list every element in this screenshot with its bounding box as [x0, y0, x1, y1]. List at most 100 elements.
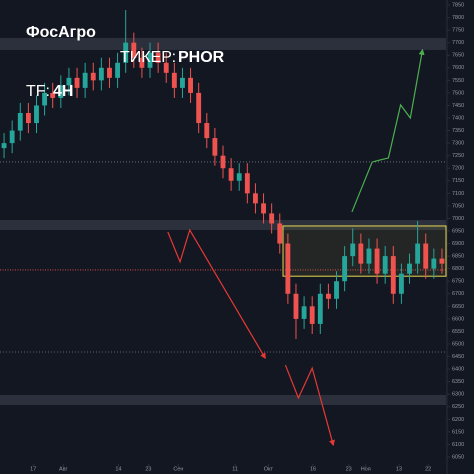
- y-tick-label: 6750: [452, 279, 464, 285]
- candle-body: [398, 273, 404, 294]
- y-tick-label: 7200: [452, 166, 464, 172]
- candle-body: [301, 306, 307, 319]
- y-tick-label: 6350: [452, 379, 464, 385]
- candle-body: [50, 92, 56, 98]
- candle-body: [180, 77, 185, 88]
- y-tick-label: 6200: [452, 417, 464, 423]
- x-tick-label: Окт: [264, 466, 274, 472]
- candle-body: [366, 248, 372, 264]
- y-tick-label: 6600: [452, 316, 464, 322]
- x-tick-label: 11: [232, 466, 238, 472]
- forecast-arrow: [351, 48, 425, 213]
- y-tick-label: 7550: [452, 78, 464, 84]
- zone-band: [0, 37, 446, 50]
- candle-body: [139, 57, 145, 68]
- y-tick-label: 7750: [452, 28, 464, 34]
- candle-body: [317, 293, 323, 324]
- candle-body: [171, 72, 177, 88]
- y-tick-label: 7150: [452, 178, 464, 184]
- candle-body: [42, 92, 48, 106]
- y-tick-label: 7250: [452, 153, 464, 159]
- tf: 4H: [53, 83, 73, 100]
- candle-body: [196, 92, 202, 124]
- candle-body: [74, 77, 80, 88]
- candle-body: [390, 256, 396, 294]
- candle-body: [415, 243, 421, 264]
- y-tick-label: 7350: [452, 128, 464, 134]
- candle-body: [236, 173, 242, 181]
- y-tick-label: 6400: [452, 367, 464, 373]
- candle-body: [212, 138, 218, 156]
- candle-body: [115, 62, 121, 78]
- candle-body: [98, 67, 104, 81]
- y-tick-label: 7050: [452, 203, 464, 209]
- zone-band: [0, 219, 446, 230]
- candle-body: [25, 112, 31, 124]
- y-tick-label: 7500: [452, 90, 464, 96]
- candle-body: [285, 243, 291, 294]
- candle-body: [423, 243, 429, 269]
- x-tick-label: 13: [396, 466, 402, 472]
- candle-body: [358, 243, 364, 264]
- y-tick-label: 7400: [452, 115, 464, 121]
- candle-body: [188, 77, 193, 93]
- zone-band: [0, 394, 446, 406]
- candle-body: [350, 243, 356, 257]
- y-tick-label: 6500: [452, 341, 464, 347]
- candle-body: [261, 203, 266, 214]
- candle-body: [269, 213, 275, 224]
- candle-body: [9, 130, 15, 144]
- candle-body: [107, 67, 112, 78]
- candle-body: [277, 223, 283, 244]
- candle-body: [309, 306, 315, 324]
- ticker: PHOR: [178, 49, 225, 66]
- y-tick-label: 7850: [452, 2, 464, 8]
- chart-title: ФосАгро: [26, 24, 96, 41]
- candle-body: [293, 293, 299, 319]
- candle-body: [220, 155, 226, 169]
- candle-body: [58, 85, 64, 98]
- candle-body: [66, 77, 72, 86]
- candle-body: [82, 72, 88, 88]
- candle-body: [382, 256, 388, 274]
- y-tick-label: 7700: [452, 40, 464, 46]
- x-tick-label: 22: [425, 466, 431, 472]
- y-tick-label: 6250: [452, 404, 464, 410]
- y-tick-label: 6700: [452, 291, 464, 297]
- y-tick-label: 7800: [452, 15, 464, 21]
- range-box: [282, 225, 447, 277]
- candle-body: [325, 293, 331, 299]
- y-tick-label: 6950: [452, 228, 464, 234]
- y-tick-label: 6100: [452, 442, 464, 448]
- candle-body: [407, 263, 412, 274]
- candle-body: [439, 258, 445, 264]
- candle-body: [334, 281, 339, 299]
- x-tick-label: 14: [115, 466, 121, 472]
- candle-body: [123, 42, 129, 63]
- tf-label: TF:: [26, 83, 50, 100]
- y-tick-label: 7300: [452, 141, 464, 147]
- candle-body: [163, 62, 169, 73]
- candle-body: [374, 248, 380, 274]
- forecast-arrow: [284, 364, 335, 447]
- y-tick-label: 7000: [452, 216, 464, 222]
- y-tick-label: 6900: [452, 241, 464, 247]
- y-tick-label: 7600: [452, 65, 464, 71]
- candle-body: [204, 123, 210, 139]
- x-tick-label: 23: [145, 466, 151, 472]
- y-tick-label: 6650: [452, 304, 464, 310]
- candle-body: [155, 52, 161, 63]
- x-tick-label: 17: [30, 466, 36, 472]
- candle-body: [1, 143, 7, 149]
- y-tick-label: 6850: [452, 254, 464, 260]
- candle-body: [131, 42, 137, 58]
- x-tick-label: Сен: [173, 466, 183, 472]
- y-tick-label: 6150: [452, 429, 464, 435]
- ticker-label: ТИКЕР:: [120, 49, 176, 66]
- y-tick-label: 7650: [452, 53, 464, 59]
- forecast-arrow: [167, 228, 266, 360]
- candle-body: [34, 105, 39, 124]
- candle-body: [17, 112, 23, 131]
- x-tick-label: Ноя: [361, 466, 371, 472]
- x-tick-label: 23: [346, 466, 352, 472]
